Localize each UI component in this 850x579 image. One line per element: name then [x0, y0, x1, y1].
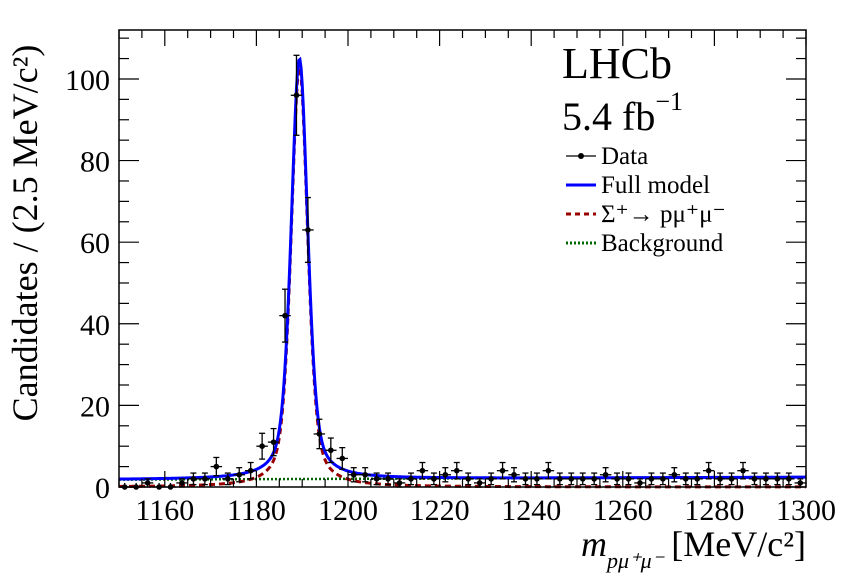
y-tick-label: 0 [95, 472, 110, 505]
x-tick-label: 1300 [776, 494, 836, 527]
data-point [336, 446, 348, 470]
full-model-line [118, 56, 807, 481]
x-tick-label: 1220 [410, 494, 470, 527]
luminosity-exponent: −1 [655, 87, 683, 116]
legend-label: Background [601, 230, 724, 257]
data-point [302, 196, 314, 263]
data-point [451, 461, 463, 480]
data-point [290, 54, 303, 136]
y-axis-label: Candidates / (2.5 MeV/c²) [5, 45, 45, 422]
data-point [542, 461, 555, 480]
data-point [748, 472, 761, 486]
x-tick-label: 1280 [684, 494, 744, 527]
x-axis-label-var: m [581, 524, 607, 564]
x-axis-label: mpμ⁺μ⁻ [MeV/c²] [581, 524, 806, 573]
x-tick-label: 1180 [227, 494, 286, 527]
y-tick-label: 20 [80, 390, 110, 423]
data-point [244, 461, 257, 480]
data-point [359, 467, 371, 483]
full-model-curve [118, 56, 807, 481]
x-tick-label: 1200 [318, 494, 378, 527]
data-point [267, 427, 280, 457]
legend-label: Σ⁺→ pμ⁺μ⁻ [601, 201, 726, 228]
experiment-label: LHCb [562, 39, 672, 88]
data-point [416, 461, 429, 480]
luminosity-value: 5.4 fb [562, 94, 655, 139]
legend-label: Full model [601, 172, 710, 199]
data-point [714, 472, 726, 486]
data-point [771, 472, 784, 486]
signal-line [118, 64, 807, 489]
data-point [279, 288, 291, 343]
data-point [611, 472, 623, 486]
data-point [783, 472, 795, 486]
data-point [588, 472, 600, 486]
data-point [439, 467, 452, 483]
data-point [176, 478, 188, 488]
data-point [210, 456, 223, 477]
data-point [508, 467, 520, 483]
plot-frame [118, 29, 807, 488]
data-point [691, 472, 703, 486]
legend-entry-full: Full model [566, 172, 710, 199]
data-point [622, 472, 635, 486]
data-point [382, 472, 394, 486]
data-point [462, 472, 474, 486]
x-tick-label: 1160 [135, 494, 194, 527]
data-point [702, 461, 715, 480]
x-axis-label-sub: pμ⁺μ⁻ [605, 548, 666, 573]
data-point [519, 472, 532, 486]
data-point [657, 472, 669, 486]
y-tick-label: 80 [80, 146, 110, 179]
data-point [645, 472, 658, 486]
data-point [737, 461, 749, 480]
data-point [370, 472, 383, 486]
legend-entry-signal: Σ⁺→ pμ⁺μ⁻ [566, 201, 726, 228]
x-tick-label: 1240 [501, 494, 561, 527]
data-points [119, 54, 806, 490]
data-point [485, 472, 497, 486]
data-point [668, 467, 681, 483]
luminosity-label: 5.4 fb−1 [562, 87, 683, 139]
data-point [325, 437, 337, 464]
legend-entry-background: Background [566, 230, 724, 257]
data-point [222, 472, 234, 486]
tick-labels: 1160 1180 1200 1220 1240 1260 1280 1300 0 20 40 60 8… [65, 64, 836, 527]
data-point [531, 472, 543, 486]
data-point [565, 472, 577, 486]
data-point [599, 467, 612, 483]
data-point [554, 472, 566, 486]
y-tick-label: 100 [65, 64, 110, 97]
y-tick-label: 60 [80, 227, 110, 260]
data-point [725, 472, 738, 486]
legend-label: Data [601, 143, 648, 170]
x-axis-label-units: [MeV/c²] [671, 524, 806, 564]
data-point [428, 472, 440, 486]
axis-ticks [118, 30, 807, 488]
data-point [405, 472, 417, 486]
legend-entry-data: Data [566, 143, 648, 170]
data-point [256, 432, 268, 460]
data-point [187, 472, 200, 486]
data-point [496, 461, 509, 480]
x-tick-label: 1260 [593, 494, 653, 527]
signal-curve [118, 64, 807, 489]
data-point [313, 418, 326, 450]
data-point [233, 467, 245, 483]
data-point [577, 472, 589, 486]
data-point [348, 467, 360, 483]
data-point [760, 472, 772, 486]
data-point [199, 472, 211, 486]
data-point [680, 472, 692, 486]
y-tick-label: 40 [80, 309, 110, 342]
